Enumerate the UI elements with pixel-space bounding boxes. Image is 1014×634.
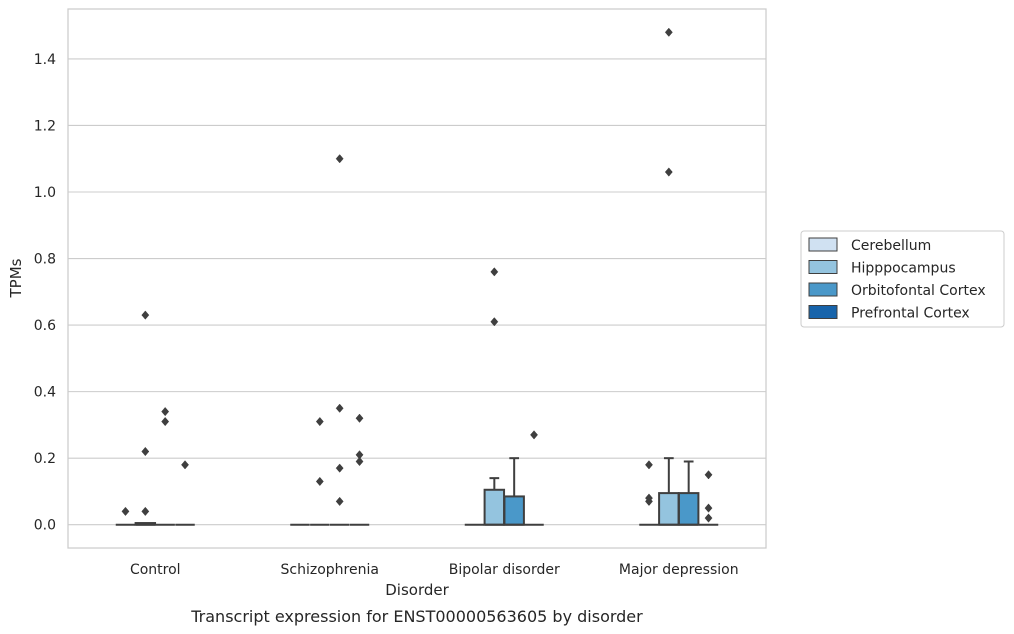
box-2-3	[677, 460, 700, 526]
grid-lines	[68, 58, 766, 526]
legend-frame	[800, 230, 1005, 328]
outlier-point	[355, 413, 364, 423]
x-tick-label: Schizophrenia	[281, 562, 379, 578]
legend-label: Hipppocampus	[851, 261, 956, 277]
outlier-point	[161, 416, 170, 427]
legend: Cerebellum Hipppocampus Orbitofontal Corte…	[800, 230, 1005, 328]
y-tick-label: 0.6	[34, 318, 56, 334]
outlier-point	[335, 496, 344, 507]
outlier-point	[355, 456, 364, 467]
outlier-point	[335, 463, 344, 473]
outlier-point	[315, 476, 324, 487]
box-2-2	[503, 457, 525, 526]
x-tick-label: Control	[130, 562, 181, 578]
box-body	[503, 495, 525, 526]
outlier-point	[704, 470, 713, 480]
outlier-point	[335, 154, 344, 164]
outlier-point	[161, 407, 170, 417]
legend-label: Orbitofontal Cortex	[851, 283, 986, 299]
y-tick-label: 1.2	[34, 118, 56, 134]
outlier-point	[530, 430, 538, 440]
y-axis-ticks: 0.0 0.2 0.4 0.6 0.8 1.0 1.2 1.4	[34, 52, 56, 534]
outlier-point	[141, 506, 150, 516]
legend-swatch	[808, 237, 838, 252]
legend-swatch	[808, 260, 838, 274]
box-1-2	[483, 477, 506, 526]
box-1-0	[134, 522, 157, 526]
outlier-point	[490, 267, 499, 277]
outlier-point	[490, 317, 499, 327]
box-body	[483, 488, 506, 526]
outlier-points	[121, 27, 713, 523]
legend-label: Prefrontal Cortex	[851, 306, 970, 322]
y-tick-label: 1.0	[34, 185, 56, 201]
outlier-point	[645, 460, 653, 470]
outlier-point	[121, 506, 130, 516]
outlier-point	[704, 503, 713, 513]
box-1-3	[658, 457, 680, 526]
y-tick-label: 1.4	[34, 52, 56, 68]
plot-frame	[67, 8, 767, 549]
outlier-point	[181, 460, 189, 470]
outlier-point	[704, 513, 713, 523]
y-tick-label: 0.2	[34, 451, 56, 467]
y-tick-label: 0.8	[34, 252, 56, 268]
outlier-point	[315, 416, 324, 427]
box-body	[677, 492, 700, 526]
x-tick-label: Major depression	[619, 562, 739, 578]
legend-swatch	[808, 305, 838, 319]
figure-caption: Transcript expression for ENST0000056360…	[190, 607, 643, 626]
outlier-point	[645, 493, 653, 503]
box-plot-series	[115, 457, 719, 526]
y-tick-label: 0.4	[34, 385, 56, 401]
box-body	[658, 492, 680, 526]
y-axis-label: TPMs	[7, 258, 25, 298]
outlier-point	[664, 167, 673, 177]
y-tick-label: 0.0	[34, 518, 56, 534]
legend-swatch	[808, 282, 838, 297]
x-axis-ticks: Control Schizophrenia Bipolar disorder Majo…	[130, 562, 739, 578]
x-axis-label: Disorder	[385, 581, 449, 599]
outlier-point	[335, 403, 344, 413]
outlier-point	[664, 27, 673, 37]
outlier-point	[141, 446, 150, 457]
outlier-point	[141, 310, 150, 320]
x-tick-label: Bipolar disorder	[449, 562, 560, 578]
legend-label: Cerebellum	[851, 238, 931, 254]
